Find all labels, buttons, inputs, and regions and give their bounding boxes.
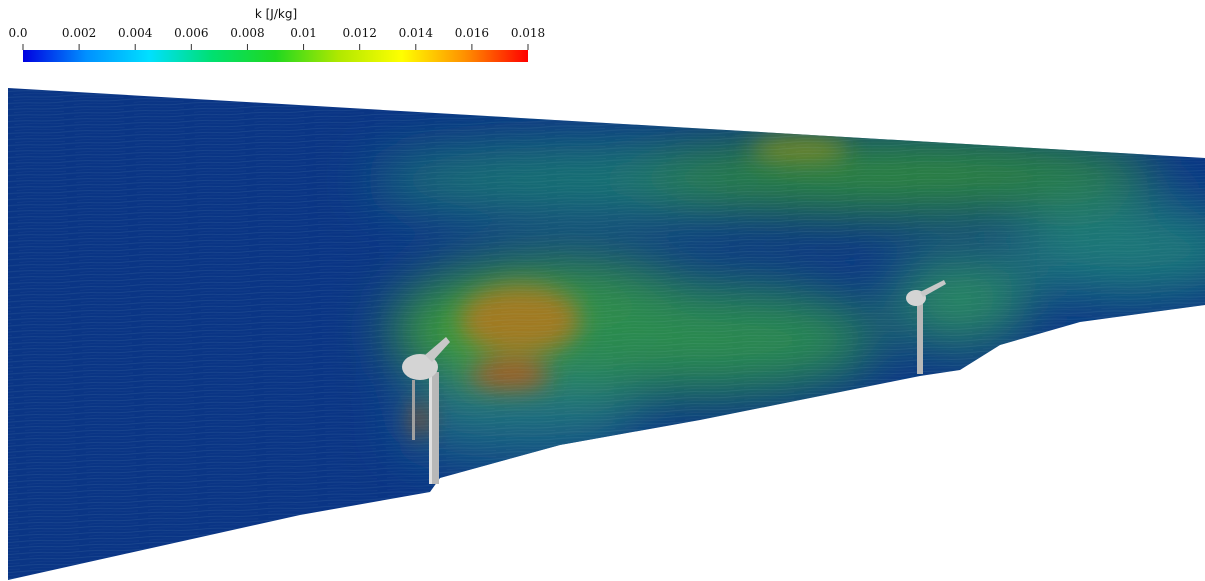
tick-label: 0.008 [230, 26, 264, 40]
tick-label: 0.012 [342, 26, 376, 40]
turbine [402, 337, 450, 484]
tick-label: 0.014 [399, 26, 434, 40]
tick-label: 0.0 [8, 26, 27, 40]
colorbar-gradient [23, 50, 528, 62]
tick-label: 0.004 [118, 26, 153, 40]
tick-label: 0.018 [511, 26, 545, 40]
colorbar-title: k [J/kg] [255, 7, 297, 21]
tick-label: 0.006 [174, 26, 208, 40]
colorbar: k [J/kg] 0.0 0.002 0.004 0.006 0.008 0.01 0.01… [8, 7, 545, 62]
turbine [906, 280, 946, 374]
flow-field [8, 88, 1205, 580]
tick-label: 0.01 [290, 26, 317, 40]
tick-label: 0.002 [62, 26, 96, 40]
tick-label: 0.016 [455, 26, 489, 40]
